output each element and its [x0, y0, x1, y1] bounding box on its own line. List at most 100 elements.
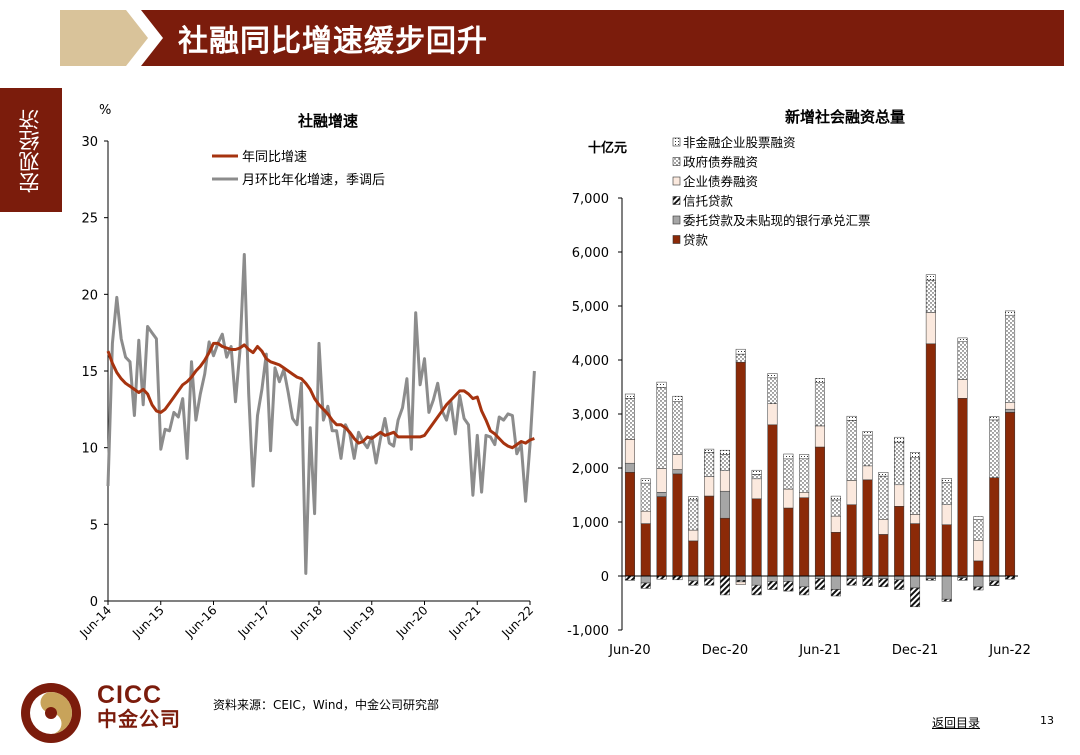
bar-segment — [624, 472, 635, 577]
bar-segment — [910, 575, 921, 589]
bar-segment — [799, 458, 810, 493]
bar-segment — [814, 578, 825, 590]
bar-segment — [957, 379, 968, 399]
bar-segment — [846, 480, 857, 505]
bar-segment — [1005, 412, 1016, 577]
bar-segment — [989, 477, 1000, 577]
bar-segment — [672, 395, 683, 402]
logo-chinese-name: 中金公司 — [97, 707, 181, 731]
right-legend-swatch — [672, 196, 681, 205]
bar-segment — [704, 495, 715, 577]
bar-segment — [878, 519, 889, 535]
right-legend-label: 贷款 — [683, 233, 709, 248]
left-y-tick-label: 30 — [81, 135, 98, 150]
bar-segment — [704, 448, 715, 453]
bar-segment — [767, 403, 778, 426]
bar-segment — [878, 475, 889, 520]
bar-segment — [973, 586, 984, 591]
right-y-tick-label: -1,000 — [567, 624, 609, 639]
bar-segment — [719, 470, 730, 492]
bar-segment — [767, 373, 778, 379]
page-title: 社融同比增速缓步回升 — [178, 24, 488, 59]
bar-segment — [624, 393, 635, 399]
bar-segment — [941, 598, 952, 602]
right-legend-swatch — [672, 137, 681, 147]
bar-segment — [910, 452, 921, 458]
right-y-tick-label: 0 — [601, 570, 609, 585]
bar-segment — [989, 584, 1000, 586]
bar-segment — [925, 343, 936, 577]
right-x-tick-label: Dec-21 — [892, 643, 938, 658]
bar-segment — [640, 510, 651, 524]
bar-segment — [751, 584, 762, 596]
bar-segment — [799, 586, 810, 596]
left-y-tick-label: 10 — [81, 442, 98, 457]
bar-segment — [830, 532, 841, 577]
bar-segment — [830, 575, 841, 590]
bar-segment — [830, 495, 841, 501]
right-legend-label: 非金融企业股票融资 — [683, 135, 796, 150]
bar-segment — [814, 382, 825, 427]
bar-segment — [878, 534, 889, 577]
left-y-tick-label: 15 — [81, 365, 98, 380]
bar-segment — [672, 473, 683, 577]
bar-segment — [656, 492, 667, 497]
bar-segment — [941, 478, 952, 483]
bar-segment — [640, 478, 651, 484]
bar-segment — [989, 575, 1000, 582]
bar-segment — [846, 415, 857, 421]
left-legend-label: 月环比年化增速，季调后 — [242, 173, 385, 188]
bar-segment — [704, 452, 715, 477]
bar-segment — [1005, 402, 1016, 410]
bar-segment — [719, 449, 730, 455]
bar-segment — [672, 469, 683, 475]
right-y-unit: 十亿元 — [588, 140, 627, 156]
bar-segment — [799, 492, 810, 498]
bar-segment — [894, 484, 905, 507]
bar-segment — [624, 439, 635, 464]
bar-segment — [989, 416, 1000, 421]
right-legend-swatch — [672, 235, 681, 244]
bar-segment — [672, 454, 683, 470]
right-chart-title: 新增社会融资总量 — [785, 108, 905, 126]
bar-segment — [624, 462, 635, 473]
bar-segment — [862, 434, 873, 467]
bar-segment — [894, 575, 905, 581]
bar-segment — [783, 507, 794, 577]
bar-segment — [783, 581, 794, 592]
bar-segment — [688, 540, 699, 577]
page-number: 13 — [1040, 714, 1054, 727]
bar-segment — [640, 575, 651, 584]
header-title-bar — [141, 10, 1064, 66]
bar-segment — [783, 458, 794, 490]
bar-segment — [719, 454, 730, 471]
bar-segment — [830, 515, 841, 533]
bar-segment — [767, 575, 778, 582]
bar-segment — [767, 377, 778, 404]
bar-segment — [894, 441, 905, 486]
bar-segment — [704, 578, 715, 586]
bar-segment — [672, 575, 683, 581]
back-to-contents-link[interactable]: 返回目录 — [932, 716, 981, 730]
bar-segment — [783, 453, 794, 460]
right-y-tick-label: 2,000 — [572, 462, 609, 477]
bar-segment — [1005, 310, 1016, 316]
bar-segment — [751, 478, 762, 500]
bar-segment — [989, 419, 1000, 478]
bar-segment — [862, 577, 873, 586]
bar-segment — [656, 468, 667, 493]
left-series-line-1 — [106, 253, 536, 575]
bar-segment — [925, 312, 936, 345]
bar-segment — [925, 274, 936, 281]
bar-segment — [799, 497, 810, 577]
right-legend-label: 企业债券融资 — [683, 174, 758, 189]
bar-segment — [862, 431, 873, 436]
bar-segment — [656, 387, 667, 469]
bar-segment — [814, 425, 825, 448]
bar-segment — [973, 519, 984, 541]
section-tab[interactable] — [0, 88, 62, 212]
bar-segment — [735, 361, 746, 577]
bar-segment — [751, 469, 762, 475]
bar-segment — [957, 341, 968, 380]
